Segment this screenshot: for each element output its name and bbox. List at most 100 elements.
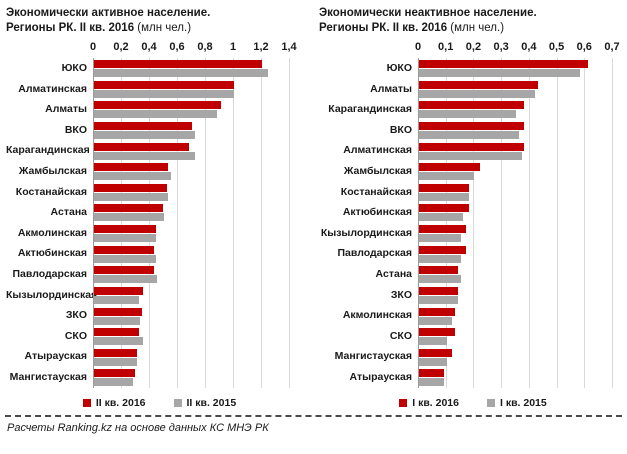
bar-current-period xyxy=(94,348,138,357)
category-label: Алматинская xyxy=(18,82,87,95)
bar-previous-period xyxy=(419,234,461,242)
gridline xyxy=(445,58,447,388)
legend-swatch xyxy=(82,399,91,407)
bar-current-period xyxy=(94,80,234,89)
bar-row xyxy=(94,306,290,327)
category-label: Актюбинская xyxy=(342,206,412,219)
bar-current-period xyxy=(94,142,190,151)
x-axis-tick-label: 0,6 xyxy=(169,41,185,53)
bar-previous-period xyxy=(94,69,268,77)
bar-previous-period xyxy=(419,130,519,139)
bar-current-period xyxy=(419,163,480,172)
category-label: ВКО xyxy=(64,123,87,136)
source-text: Расчеты Ranking.kz на основе данных КС М… xyxy=(7,422,269,434)
bar-previous-period xyxy=(419,110,516,119)
category-label: Мангистауская xyxy=(9,370,87,383)
category-label: Мангистауская xyxy=(334,350,412,363)
bar-previous-period xyxy=(419,337,447,346)
bar-previous-period xyxy=(419,295,458,304)
bar-row xyxy=(94,347,290,368)
bar-row xyxy=(94,223,290,244)
category-label: Алматинская xyxy=(343,144,412,157)
bar-current-period xyxy=(94,121,192,130)
bar-current-period xyxy=(94,60,262,68)
bar-row xyxy=(419,58,613,79)
x-axis-tick-label: 0,5 xyxy=(548,41,565,53)
bar-current-period xyxy=(94,307,142,316)
legend-label: II кв. 2015 xyxy=(186,397,237,409)
bar-row xyxy=(419,244,613,265)
bar-row xyxy=(94,79,290,100)
bar-current-period xyxy=(94,225,156,233)
category-label: Акмолинская xyxy=(17,226,87,239)
bar-previous-period xyxy=(94,151,195,160)
category-label: Жамбылская xyxy=(18,164,87,177)
category-label: Атырауская xyxy=(349,370,412,383)
bar-previous-period xyxy=(419,151,522,160)
gridline xyxy=(584,58,586,388)
category-label: Актюбинская xyxy=(17,247,87,260)
bar-previous-period xyxy=(94,130,195,139)
bar-previous-period xyxy=(419,192,469,201)
bar-previous-period xyxy=(419,89,536,98)
category-label: ЮКО xyxy=(386,62,412,74)
bar-current-period xyxy=(419,183,469,192)
x-axis-tick-label: 0 xyxy=(414,41,422,53)
category-label: Жамбылская xyxy=(343,164,412,177)
bar-current-period xyxy=(419,60,589,68)
bar-previous-period xyxy=(419,378,444,387)
legend-label: II кв. 2016 xyxy=(95,397,146,409)
bar-previous-period xyxy=(94,110,218,119)
bar-previous-period xyxy=(419,316,453,325)
bar-row xyxy=(419,182,613,203)
bar-current-period xyxy=(419,204,469,213)
x-axis-tick-label: 0,7 xyxy=(604,41,620,53)
bar-current-period xyxy=(94,245,155,254)
bar-row xyxy=(94,264,290,285)
bar-row xyxy=(419,223,613,244)
gridline xyxy=(204,58,206,388)
legend-item: I кв. 2016 xyxy=(399,397,459,409)
bar-current-period xyxy=(94,183,167,192)
active-chart-plot-area xyxy=(93,58,290,388)
category-label: Астана xyxy=(50,206,87,219)
x-axis-tick-label: 1,4 xyxy=(281,41,297,53)
bar-previous-period xyxy=(419,275,461,284)
bar-row xyxy=(94,326,290,347)
active-chart-body: ЮКО Алматинская Алматы ВКО Карагандинская Жам… xyxy=(6,58,313,388)
gridline xyxy=(261,58,262,388)
x-axis-tick-label: 1,2 xyxy=(253,41,269,53)
inactive-chart-title: Экономически неактивное население. Регион… xyxy=(319,6,627,40)
bar-row xyxy=(419,120,613,141)
bar-current-period xyxy=(94,369,135,378)
x-axis-tick-label: 0,4 xyxy=(141,41,157,53)
active-population-panel: Экономически активное население. Регионы … xyxy=(0,0,313,409)
bar-row xyxy=(419,347,613,368)
bar-row xyxy=(94,141,290,162)
bar-current-period xyxy=(419,348,453,357)
active-chart-title-line1: Экономически активное население. xyxy=(6,7,211,19)
bar-previous-period xyxy=(419,69,580,77)
inactive-chart-title-line1: Экономически неактивное население. xyxy=(319,7,537,19)
bar-previous-period xyxy=(419,357,447,366)
bar-row xyxy=(419,326,613,347)
bar-row xyxy=(94,367,290,388)
category-label: Алматы xyxy=(45,103,87,116)
legend-item: II кв. 2015 xyxy=(173,397,237,409)
bar-row xyxy=(94,202,290,223)
category-label: СКО xyxy=(389,329,412,342)
category-label: Карагандинская xyxy=(6,144,90,157)
inactive-population-panel: Экономически неактивное население. Регион… xyxy=(313,0,627,409)
bar-previous-period xyxy=(419,213,464,222)
bar-current-period xyxy=(419,80,539,89)
category-label: СКО xyxy=(64,329,87,342)
report-page: Экономически активное население. Регионы … xyxy=(0,0,627,434)
category-label: Акмолинская xyxy=(342,309,412,322)
gridline xyxy=(233,58,234,388)
gridline xyxy=(473,58,475,388)
x-axis-tick-label: 0,1 xyxy=(438,41,454,53)
x-axis-tick-label: 0,4 xyxy=(521,41,537,53)
bar-row xyxy=(94,244,290,265)
bar-previous-period xyxy=(94,316,141,325)
legend-item: I кв. 2015 xyxy=(487,397,547,409)
